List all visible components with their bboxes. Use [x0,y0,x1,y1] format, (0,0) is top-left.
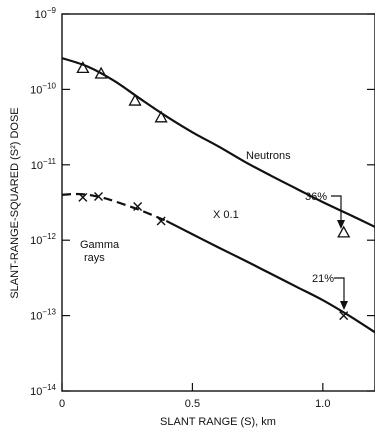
series-1-point-4 [339,311,349,321]
x-tick-label-0: 0 [59,398,65,410]
series-1-point-0 [78,192,88,202]
series-0-point-4 [337,225,351,238]
y-tick-exponent-3: −12 [42,232,56,241]
y-tick-label-1: 10−10 [30,81,56,96]
series-1-point-1 [94,191,104,201]
y-tick-exponent-2: −11 [43,157,57,166]
y-tick-label-4: 10−13 [30,308,56,323]
series-markers [76,61,351,321]
y-tick-exponent-4: −13 [42,308,56,317]
gamma-percent-label: 21% [312,273,334,285]
series-0-point-3 [154,110,168,123]
gamma-label-line1: Gamma [80,239,120,251]
series-0-curve [61,57,375,228]
series-1-point-2 [133,201,143,211]
plot-frame [61,13,375,392]
series-1-curve-dashed [61,192,167,222]
series-0-point-0 [76,61,90,74]
y-axis-title: SLANT-RANGE-SQUARED (S²) DOSE [9,107,21,298]
y-tick-exponent-5: −14 [42,383,56,392]
gamma-percent-arrowhead [340,301,348,310]
neutrons-label: Neutrons [246,150,291,162]
gamma-percent-arrow-line [334,277,345,304]
y-tick-label-3: 10−12 [30,232,56,247]
neutron-percent-label: 36% [305,191,327,203]
y-axis: 10−9 10−10 10−11 10−12 10−13 10−14 [30,6,375,398]
x-axis: 0 0.5 1.0 [59,383,330,410]
series-0-point-2 [128,93,142,106]
neutron-percent-arrowhead [337,220,345,229]
scale-factor-label: X 0.1 [213,209,239,221]
series-0-point-1 [94,66,108,79]
series-1-point-3 [156,216,166,226]
y-tick-exponent-1: −10 [42,81,56,90]
x-tick-label-2: 1.0 [315,398,330,410]
y-tick-label-2: 10−11 [31,157,57,172]
y-tick-label-0: 10−9 [35,6,57,21]
neutron-percent-arrow-line [331,195,342,223]
x-tick-label-1: 0.5 [185,398,200,410]
y-tick-label-5: 10−14 [30,383,56,398]
gamma-label-line2: rays [84,252,105,264]
series-curves [61,57,375,334]
y-tick-exponent-0: −9 [47,6,57,15]
series-1-curve [165,219,375,334]
x-axis-title: SLANT RANGE (S), km [160,416,276,428]
